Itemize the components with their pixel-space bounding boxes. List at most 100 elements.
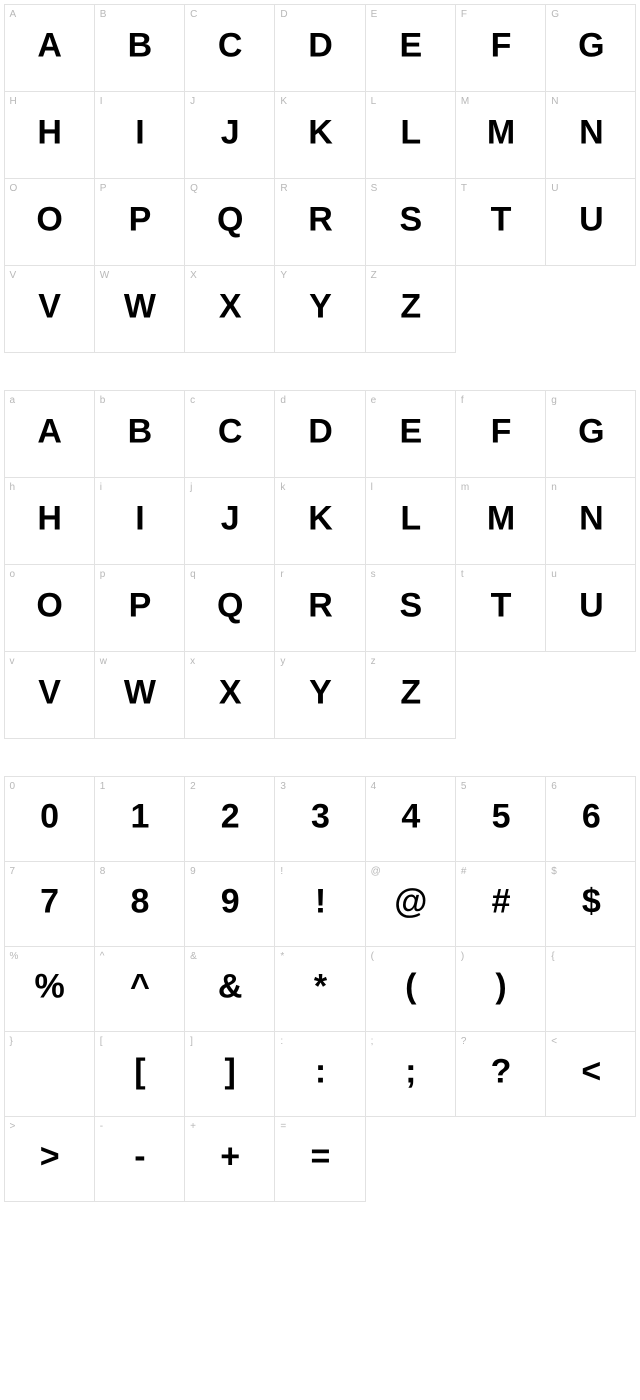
cell-glyph: I <box>135 499 143 538</box>
glyph-cell[interactable]: WW <box>94 265 185 353</box>
section-symbols: 00112233445566 778899!!@@##$$%%^^&&**(())… <box>4 776 636 1201</box>
glyph-cell[interactable]: JJ <box>184 91 275 179</box>
glyph-cell[interactable]: vV <box>4 651 95 739</box>
glyph-cell[interactable]: 00 <box>4 776 95 862</box>
cell-label: E <box>371 9 378 20</box>
glyph-cell[interactable]: lL <box>365 477 456 565</box>
cell-glyph: [ <box>134 1052 144 1091</box>
glyph-cell[interactable]: RR <box>274 178 365 266</box>
glyph-cell[interactable]: -- <box>94 1116 185 1202</box>
glyph-cell[interactable]: fF <box>455 390 546 478</box>
glyph-cell[interactable]: rR <box>274 564 365 652</box>
glyph-cell[interactable]: ^^ <box>94 946 185 1032</box>
glyph-cell[interactable]: eE <box>365 390 456 478</box>
glyph-cell[interactable]: [[ <box>94 1031 185 1117</box>
glyph-cell[interactable]: UU <box>545 178 636 266</box>
glyph-cell[interactable]: uU <box>545 564 636 652</box>
cell-label: N <box>551 96 558 107</box>
glyph-cell[interactable]: gG <box>545 390 636 478</box>
glyph-cell[interactable]: OO <box>4 178 95 266</box>
glyph-cell[interactable]: oO <box>4 564 95 652</box>
glyph-cell[interactable]: AA <box>4 4 95 92</box>
glyph-cell[interactable]: SS <box>365 178 456 266</box>
glyph-cell[interactable]: ++ <box>184 1116 275 1202</box>
glyph-cell[interactable]: ]] <box>184 1031 275 1117</box>
glyph-cell[interactable]: cC <box>184 390 275 478</box>
glyph-cell[interactable]: ;; <box>365 1031 456 1117</box>
glyph-cell[interactable]: 33 <box>274 776 365 862</box>
cell-label: r <box>280 569 283 580</box>
glyph-cell[interactable]: VV <box>4 265 95 353</box>
cell-label: X <box>190 270 197 281</box>
cell-glyph: F <box>491 412 511 451</box>
glyph-cell[interactable]: II <box>94 91 185 179</box>
cell-label: S <box>371 183 378 194</box>
glyph-cell[interactable]: 22 <box>184 776 275 862</box>
glyph-cell[interactable]: xX <box>184 651 275 739</box>
glyph-cell[interactable]: 99 <box>184 861 275 947</box>
glyph-cell[interactable]: YY <box>274 265 365 353</box>
glyph-cell[interactable]: << <box>545 1031 636 1117</box>
glyph-cell[interactable]: XX <box>184 265 275 353</box>
glyph-cell[interactable]: ## <box>455 861 546 947</box>
glyph-cell[interactable]: dD <box>274 390 365 478</box>
glyph-cell[interactable]: 11 <box>94 776 185 862</box>
glyph-cell[interactable]: { <box>545 946 636 1032</box>
glyph-cell[interactable]: %% <box>4 946 95 1032</box>
glyph-cell[interactable]: ZZ <box>365 265 456 353</box>
cell-label: - <box>100 1121 103 1132</box>
cell-glyph: ^ <box>130 967 149 1006</box>
glyph-cell[interactable]: >> <box>4 1116 95 1202</box>
glyph-cell[interactable]: && <box>184 946 275 1032</box>
glyph-cell[interactable]: !! <box>274 861 365 947</box>
glyph-cell[interactable]: } <box>4 1031 95 1117</box>
cell-glyph: P <box>129 586 151 625</box>
glyph-cell[interactable]: bB <box>94 390 185 478</box>
glyph-cell[interactable]: DD <box>274 4 365 92</box>
glyph-cell[interactable]: FF <box>455 4 546 92</box>
glyph-cell[interactable]: )) <box>455 946 546 1032</box>
cell-glyph: I <box>135 113 143 152</box>
glyph-cell[interactable]: PP <box>94 178 185 266</box>
glyph-cell[interactable]: zZ <box>365 651 456 739</box>
glyph-cell[interactable]: wW <box>94 651 185 739</box>
glyph-cell[interactable]: QQ <box>184 178 275 266</box>
glyph-cell[interactable]: NN <box>545 91 636 179</box>
glyph-cell[interactable]: TT <box>455 178 546 266</box>
glyph-cell[interactable]: sS <box>365 564 456 652</box>
glyph-cell[interactable]: LL <box>365 91 456 179</box>
glyph-cell[interactable]: == <box>274 1116 365 1202</box>
glyph-cell[interactable]: CC <box>184 4 275 92</box>
glyph-cell[interactable]: ?? <box>455 1031 546 1117</box>
glyph-cell[interactable]: 77 <box>4 861 95 947</box>
glyph-cell[interactable]: yY <box>274 651 365 739</box>
cell-glyph: Y <box>309 673 331 712</box>
glyph-cell[interactable]: 88 <box>94 861 185 947</box>
glyph-cell[interactable]: KK <box>274 91 365 179</box>
glyph-cell[interactable]: BB <box>94 4 185 92</box>
glyph-cell[interactable]: 55 <box>455 776 546 862</box>
glyph-cell[interactable]: jJ <box>184 477 275 565</box>
glyph-cell[interactable]: @@ <box>365 861 456 947</box>
glyph-cell[interactable]: ** <box>274 946 365 1032</box>
glyph-cell[interactable]: nN <box>545 477 636 565</box>
glyph-cell[interactable]: aA <box>4 390 95 478</box>
glyph-cell[interactable]: EE <box>365 4 456 92</box>
glyph-cell[interactable]: 44 <box>365 776 456 862</box>
glyph-cell[interactable]: 66 <box>545 776 636 862</box>
glyph-cell[interactable]: MM <box>455 91 546 179</box>
glyph-cell[interactable]: iI <box>94 477 185 565</box>
glyph-cell[interactable]: $$ <box>545 861 636 947</box>
glyph-cell[interactable]: HH <box>4 91 95 179</box>
glyph-cell[interactable]: hH <box>4 477 95 565</box>
glyph-cell[interactable]: pP <box>94 564 185 652</box>
glyph-cell[interactable]: tT <box>455 564 546 652</box>
glyph-cell[interactable]: mM <box>455 477 546 565</box>
cell-label: c <box>190 395 195 406</box>
glyph-cell[interactable]: (( <box>365 946 456 1032</box>
glyph-cell[interactable]: GG <box>545 4 636 92</box>
glyph-cell[interactable]: kK <box>274 477 365 565</box>
glyph-cell[interactable]: :: <box>274 1031 365 1117</box>
cell-glyph: D <box>308 412 332 451</box>
glyph-cell[interactable]: qQ <box>184 564 275 652</box>
